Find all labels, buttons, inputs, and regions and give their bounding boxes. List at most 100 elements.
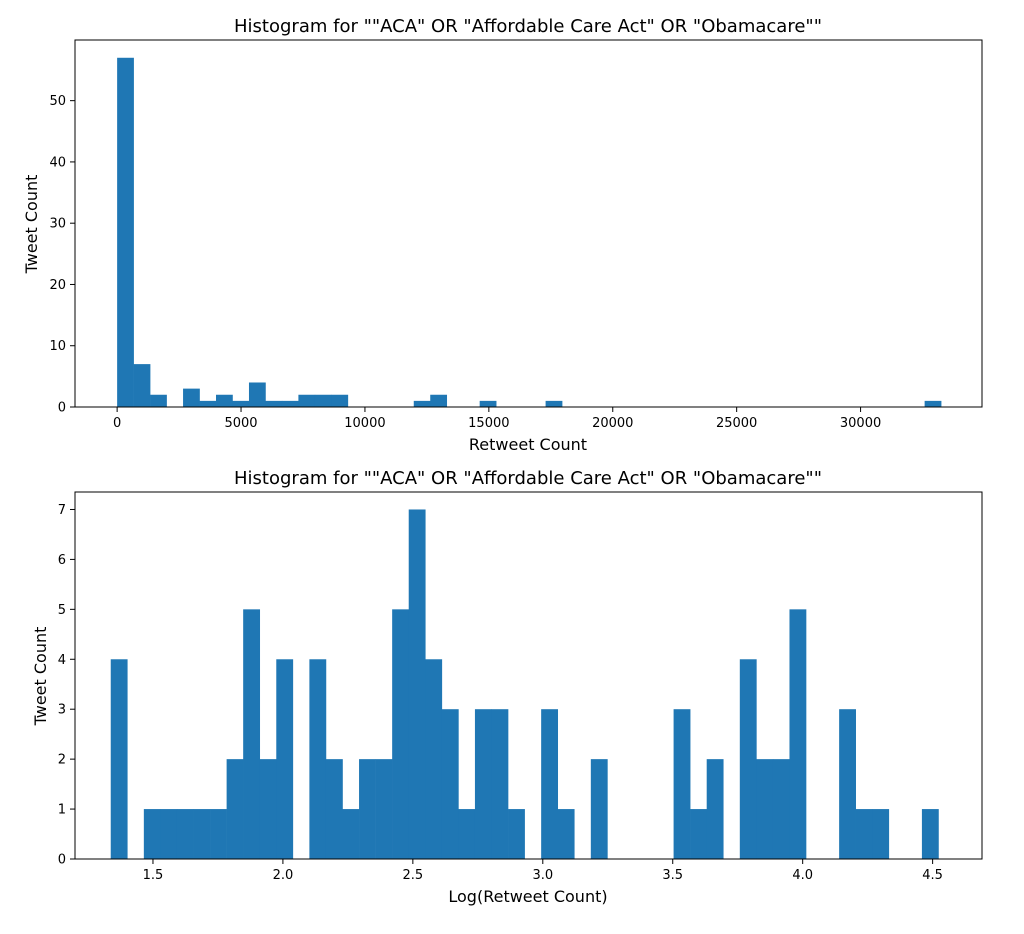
histogram-bar [150, 394, 167, 407]
histogram-bar [921, 809, 939, 859]
histogram-bar [855, 809, 873, 859]
histogram-bar [160, 809, 178, 859]
histogram-bar [259, 759, 277, 859]
histogram-bar [839, 709, 856, 859]
histogram-bar [924, 400, 942, 407]
x-tick-label: 3.5 [662, 868, 683, 883]
histogram-bar [331, 394, 349, 407]
histogram-bar [359, 759, 376, 859]
y-tick-label: 4 [58, 653, 66, 668]
x-tick-label: 1.5 [143, 868, 164, 883]
y-tick-label: 7 [58, 503, 66, 518]
x-tick-label: 25000 [716, 416, 757, 431]
x-tick-label: 30000 [840, 416, 881, 431]
y-tick-label: 50 [49, 94, 66, 109]
y-tick-label: 1 [58, 803, 66, 818]
x-tick-label: 15000 [468, 416, 509, 431]
log-retweet-count-histogram: Histogram for ""ACA" OR "Affordable Care… [31, 468, 983, 906]
y-tick-label: 0 [58, 401, 66, 416]
histogram-bar [183, 388, 200, 407]
histogram-bar [375, 759, 393, 859]
x-tick-label: 4.5 [922, 868, 943, 883]
histogram-bar [232, 400, 250, 407]
y-tick-label: 6 [58, 553, 66, 568]
y-tick-label: 30 [49, 217, 66, 232]
histogram-bar [541, 709, 559, 859]
histogram-bar [199, 400, 217, 407]
histogram-bar [590, 759, 608, 859]
x-tick-label: 10000 [344, 416, 385, 431]
plot-frame [74, 39, 983, 408]
y-tick-label: 3 [58, 703, 66, 718]
y-tick-label: 40 [49, 155, 66, 170]
histogram-bar [216, 394, 233, 407]
y-axis-label: Tweet Count [31, 627, 50, 727]
histogram-bar [413, 400, 431, 407]
x-tick-label: 0 [113, 416, 121, 431]
bars [117, 57, 942, 408]
histogram-bar [243, 609, 261, 859]
histogram-bar [872, 809, 890, 859]
chart-title: Histogram for ""ACA" OR "Affordable Care… [234, 16, 822, 37]
histogram-bar [408, 509, 426, 859]
y-axis-ticks: 0 10 20 30 40 50 [49, 94, 75, 416]
histogram-bar [479, 400, 497, 407]
histogram-bar [557, 809, 575, 859]
histogram-bar [673, 709, 691, 859]
histogram-bar [342, 809, 360, 859]
histogram-bar [756, 759, 774, 859]
x-axis-ticks: 0 5000 10000 15000 20000 25000 30000 [113, 407, 881, 431]
retweet-count-histogram: Histogram for ""ACA" OR "Affordable Care… [22, 16, 983, 454]
x-tick-label: 2.0 [273, 868, 294, 883]
x-tick-label: 5000 [224, 416, 257, 431]
histogram-bar [706, 759, 724, 859]
histogram-bar [789, 609, 807, 859]
chart-title: Histogram for ""ACA" OR "Affordable Care… [234, 468, 822, 489]
x-tick-label: 3.0 [532, 868, 553, 883]
histogram-bar [430, 394, 448, 407]
x-tick-label: 20000 [592, 416, 633, 431]
histogram-bar [133, 364, 151, 407]
y-tick-label: 10 [49, 339, 66, 354]
histogram-bar [458, 809, 476, 859]
histogram-bar [193, 809, 211, 859]
y-tick-label: 0 [58, 853, 66, 868]
histogram-bar [117, 57, 134, 408]
histogram-bar [265, 400, 283, 407]
histogram-bar [425, 659, 443, 859]
histogram-bar [210, 809, 227, 859]
histogram-bar [226, 759, 244, 859]
histogram-bar [248, 382, 266, 407]
x-tick-label: 4.0 [792, 868, 813, 883]
histogram-bar [739, 659, 757, 859]
histogram-bar [690, 809, 707, 859]
histogram-bar [143, 809, 161, 859]
y-axis-label: Tweet Count [22, 175, 41, 275]
histogram-bar [392, 609, 410, 859]
histogram-bar [314, 394, 332, 407]
x-axis-ticks: 1.5 2.0 2.5 3.0 3.5 4.0 4.5 [143, 859, 943, 883]
plot-frame [74, 491, 983, 860]
histogram-bar [491, 709, 509, 859]
y-tick-label: 2 [58, 753, 66, 768]
histogram-bar [276, 659, 294, 859]
histogram-bar [298, 394, 316, 407]
histogram-bar [110, 659, 128, 859]
histogram-bar [441, 709, 459, 859]
histogram-bar [309, 659, 327, 859]
bars [110, 509, 939, 859]
y-tick-label: 20 [49, 278, 66, 293]
y-axis-ticks: 0 1 2 3 4 5 6 7 [58, 503, 75, 868]
histogram-bar [176, 809, 194, 859]
x-axis-label: Retweet Count [469, 435, 587, 454]
histogram-bar [772, 759, 790, 859]
histogram-bar [508, 809, 525, 859]
x-axis-label: Log(Retweet Count) [448, 887, 607, 906]
histogram-bar [545, 400, 563, 407]
x-tick-label: 2.5 [403, 868, 424, 883]
histogram-bar [325, 759, 343, 859]
histogram-bar [281, 400, 299, 407]
y-tick-label: 5 [58, 603, 66, 618]
histogram-bar [474, 709, 492, 859]
